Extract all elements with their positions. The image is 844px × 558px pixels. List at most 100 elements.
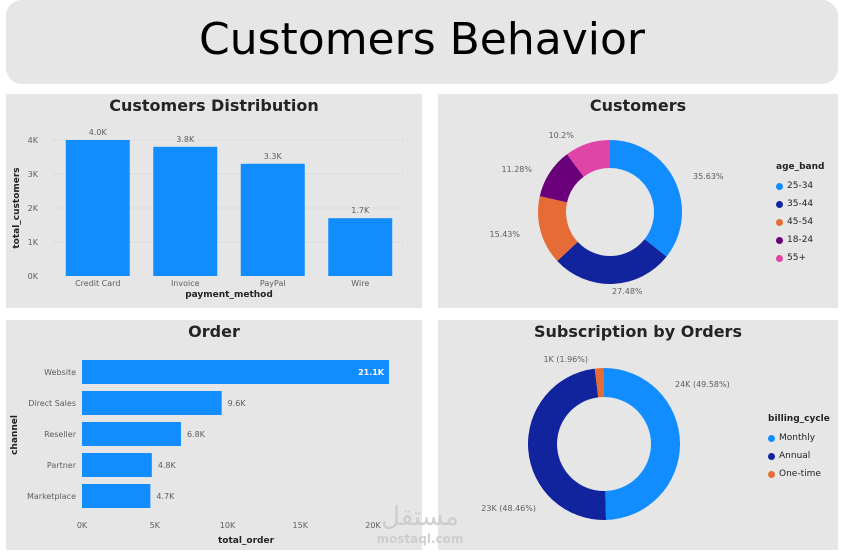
legend-label: One-time bbox=[779, 469, 821, 479]
data-label: 10.2% bbox=[549, 131, 575, 140]
legend-item[interactable]: 55+ bbox=[776, 249, 825, 267]
legend-item[interactable]: One-time bbox=[768, 465, 830, 483]
order-bar-chart: Website 21.1K Direct Sales 9.6K Reseller 6.8K… bbox=[10, 360, 389, 546]
subscription-donut-chart: 24K (49.58%) 23K (48.46%) 1K (1.96%) bbox=[481, 355, 730, 520]
donut-slice bbox=[527, 368, 607, 520]
y-tick-label: 4K bbox=[28, 136, 39, 145]
data-label: 1K (1.96%) bbox=[543, 355, 588, 364]
panel-title: Order bbox=[188, 322, 240, 341]
customers-distribution-chart: 0K 1K 2K 3K 4K 4.0K Credit Card 3.8K Invoice 3.3K… bbox=[12, 128, 404, 300]
legend-label: 35-44 bbox=[787, 199, 814, 209]
data-label: 21.1K bbox=[358, 368, 385, 377]
data-label: 4.7K bbox=[156, 492, 175, 501]
panel-title: Customers Distribution bbox=[109, 96, 319, 115]
y-tick-label: 3K bbox=[28, 170, 39, 179]
donut-slice bbox=[594, 368, 604, 398]
panel-title: Subscription by Orders bbox=[534, 322, 742, 341]
data-label: 27.48% bbox=[612, 287, 643, 296]
legend-title: age_band bbox=[776, 162, 825, 172]
legend-label: 45-54 bbox=[787, 217, 814, 227]
legend-item[interactable]: 25-34 bbox=[776, 177, 825, 195]
legend-dot bbox=[768, 434, 775, 442]
data-label: 6.8K bbox=[187, 430, 206, 439]
order-panel[interactable]: Order Website 21.1K Direct Sales 9.6K Resell… bbox=[6, 320, 422, 550]
x-tick-label: 10K bbox=[220, 521, 236, 530]
y-tick-label: 2K bbox=[28, 204, 39, 213]
donut-slice bbox=[610, 140, 682, 257]
bar bbox=[65, 140, 130, 276]
y-tick-label: Partner bbox=[47, 461, 77, 470]
data-label: 23K (48.46%) bbox=[481, 504, 536, 513]
x-tick-label: 15K bbox=[293, 521, 309, 530]
x-tick-label: 5K bbox=[150, 521, 161, 530]
donut-slice bbox=[538, 196, 578, 261]
x-tick-label: 20K bbox=[365, 521, 381, 530]
legend-item[interactable]: Monthly bbox=[768, 429, 830, 447]
legend-label: Annual bbox=[779, 451, 811, 461]
subscription-panel[interactable]: Subscription by Orders 24K (49.58%) 23K (… bbox=[438, 320, 838, 550]
customers-distribution-panel[interactable]: Customers Distribution 0K 1K 2K 3K 4K 4.0K Cre… bbox=[6, 94, 422, 308]
x-tick-label: PayPal bbox=[260, 279, 286, 288]
panel-title: Customers bbox=[589, 96, 687, 115]
watermark-arabic: مستقل bbox=[381, 502, 459, 532]
data-label: 11.28% bbox=[501, 165, 532, 174]
y-tick-label: Direct Sales bbox=[28, 399, 76, 408]
y-tick-label: 0K bbox=[28, 272, 39, 281]
data-label: 3.8K bbox=[176, 135, 195, 144]
legend-dot bbox=[776, 254, 783, 262]
x-tick-label: 0K bbox=[77, 521, 88, 530]
bar bbox=[82, 484, 151, 508]
data-label: 24K (49.58%) bbox=[675, 380, 730, 389]
legend-label: 25-34 bbox=[787, 181, 814, 191]
donut-slice bbox=[566, 140, 610, 177]
donut-slice bbox=[557, 239, 667, 284]
bar bbox=[82, 453, 152, 477]
bar bbox=[82, 422, 181, 446]
y-tick-label: Reseller bbox=[44, 430, 77, 439]
legend-title: billing_cycle bbox=[768, 414, 830, 424]
legend-label: Monthly bbox=[779, 433, 816, 443]
y-tick-label: Website bbox=[44, 368, 76, 377]
title-banner: Customers Behavior bbox=[6, 0, 838, 84]
y-tick-label: 1K bbox=[28, 238, 39, 247]
y-axis-title: total_customers bbox=[12, 167, 22, 248]
legend-label: 18-24 bbox=[787, 235, 814, 245]
bar bbox=[240, 163, 305, 276]
legend-dot bbox=[768, 452, 775, 460]
legend-dot bbox=[776, 218, 783, 226]
bar bbox=[153, 146, 218, 276]
legend-dot bbox=[776, 200, 783, 208]
data-label: 3.3K bbox=[264, 152, 283, 161]
data-label: 4.0K bbox=[89, 128, 108, 137]
x-tick-label: Credit Card bbox=[75, 279, 120, 288]
data-label: 9.6K bbox=[228, 399, 247, 408]
x-tick-label: Wire bbox=[351, 279, 369, 288]
customers-panel[interactable]: Customers 35.63% 27.48% 15.43% 11.28% 10.2% … bbox=[438, 94, 838, 308]
legend-label: 55+ bbox=[787, 253, 806, 263]
customers-donut-chart: 35.63% 27.48% 15.43% 11.28% 10.2% bbox=[489, 131, 724, 296]
x-axis-title: total_order bbox=[218, 536, 275, 546]
legend-item[interactable]: 18-24 bbox=[776, 231, 825, 249]
watermark-logo: مستقل mostaql.com bbox=[365, 502, 475, 554]
watermark-latin: mostaql.com bbox=[376, 532, 464, 546]
y-axis-title: channel bbox=[10, 415, 20, 455]
donut-slice bbox=[604, 368, 681, 520]
age-band-legend: age_band 25-34 35-44 45-54 18-24 55+ bbox=[776, 162, 825, 267]
billing-cycle-legend: billing_cycle Monthly Annual One-time bbox=[768, 414, 830, 483]
data-label: 15.43% bbox=[489, 230, 520, 239]
data-label: 35.63% bbox=[693, 172, 724, 181]
x-axis-title: payment_method bbox=[185, 290, 273, 300]
legend-item[interactable]: Annual bbox=[768, 447, 830, 465]
legend-dot bbox=[768, 470, 775, 478]
x-tick-label: Invoice bbox=[171, 279, 200, 288]
data-label: 4.8K bbox=[158, 461, 177, 470]
page-title: Customers Behavior bbox=[198, 14, 645, 65]
legend-item[interactable]: 35-44 bbox=[776, 195, 825, 213]
bar bbox=[328, 218, 393, 276]
legend-item[interactable]: 45-54 bbox=[776, 213, 825, 231]
data-label: 1.7K bbox=[351, 206, 370, 215]
bar bbox=[82, 391, 222, 415]
legend-dot bbox=[776, 182, 783, 190]
y-tick-label: Marketplace bbox=[27, 492, 76, 501]
donut-slice bbox=[539, 154, 584, 203]
